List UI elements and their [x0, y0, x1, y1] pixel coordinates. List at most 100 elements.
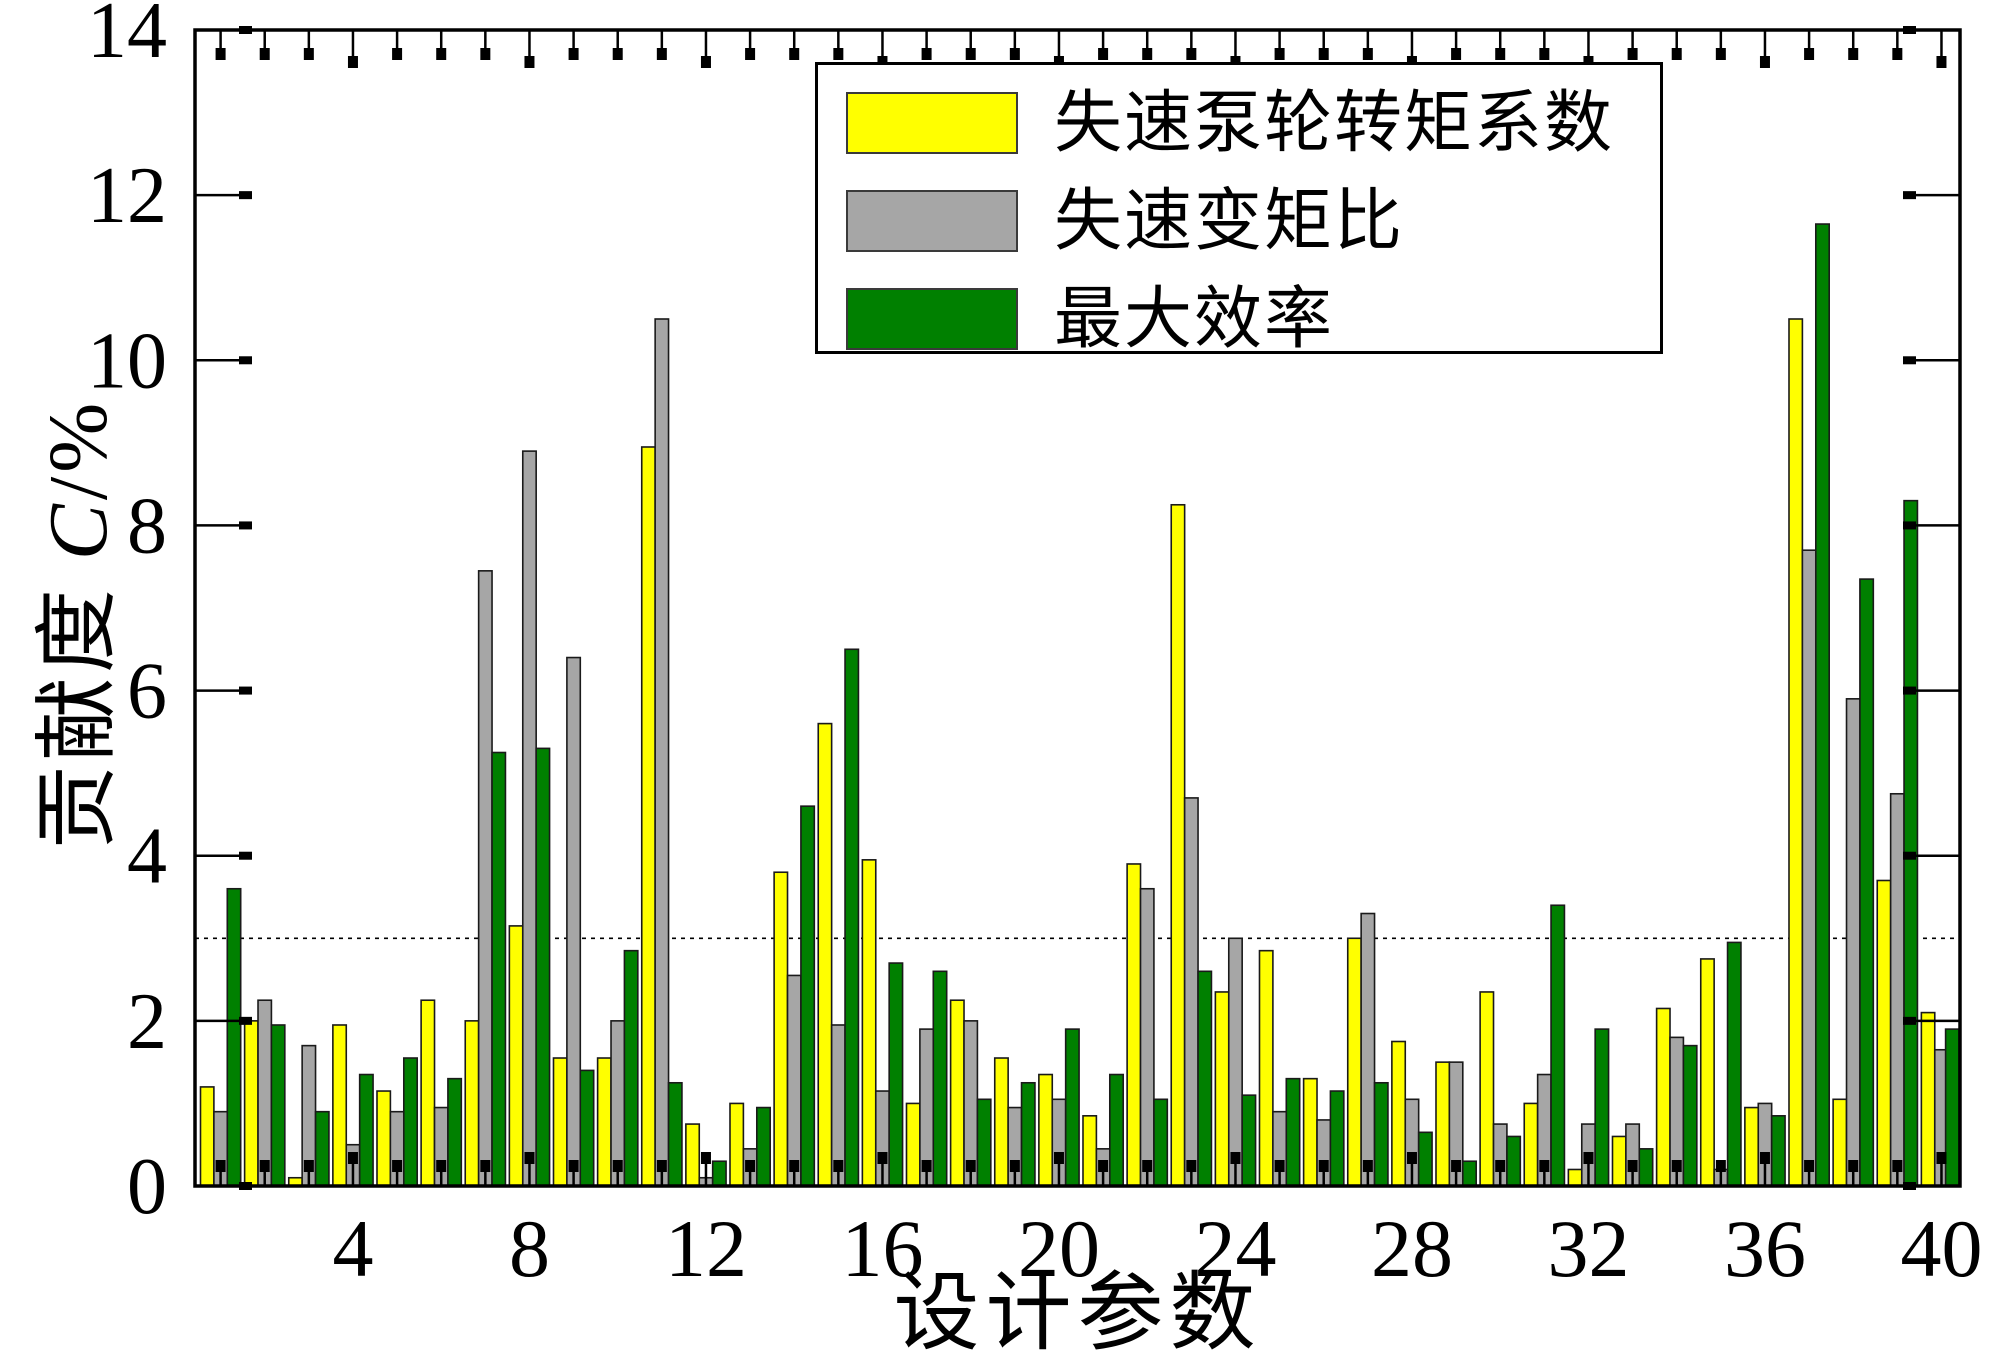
tick-marker: [1009, 1160, 1020, 1172]
bar-series1-x11: [640, 446, 656, 1187]
y-tick-label-6: 6: [127, 648, 167, 736]
bar-series1-x17: [905, 1102, 921, 1187]
bar-series1-x2: [243, 1020, 259, 1187]
bar-series2-x2: [257, 999, 273, 1187]
bar-series2-x23: [1183, 797, 1199, 1187]
y-axis-label: 贡献度 C/%: [10, 314, 125, 934]
bar-series1-x38: [1832, 1098, 1848, 1187]
bar-series2-x27: [1360, 912, 1376, 1187]
bar-series3-x36: [1770, 1115, 1786, 1187]
y-tick-label-14: 14: [87, 0, 167, 75]
bar-series3-x10: [623, 949, 639, 1187]
x-tick-label-12: 12: [665, 1203, 747, 1294]
tick-marker: [965, 1160, 976, 1172]
tick-marker: [524, 56, 535, 68]
legend-box: 失速泵轮转矩系数 失速变矩比 最大效率: [815, 62, 1663, 354]
bar-series1-x4: [332, 1024, 348, 1187]
tick-marker: [1142, 48, 1153, 60]
bar-series1-x37: [1788, 318, 1804, 1187]
bar-series1-x14: [773, 871, 789, 1187]
tick-marker: [1539, 48, 1550, 60]
tick-marker: [1848, 48, 1859, 60]
bar-series3-x11: [667, 1081, 683, 1187]
tick-marker: [239, 686, 252, 695]
bar-series1-x24: [1214, 991, 1230, 1187]
bar-series1-x39: [1876, 879, 1892, 1187]
tick-marker: [1903, 851, 1916, 860]
bar-series1-x22: [1126, 863, 1142, 1187]
y-axis-label-text: 贡献度: [32, 560, 125, 850]
bar-series3-x1: [226, 887, 242, 1187]
bar-series2-x37: [1801, 549, 1817, 1187]
x-tick-label-8: 8: [509, 1203, 550, 1294]
tick-marker: [921, 1160, 932, 1172]
bar-series1-x6: [420, 999, 436, 1187]
bar-series1-x25: [1258, 949, 1274, 1187]
tick-marker: [568, 48, 579, 60]
bar-series3-x6: [447, 1077, 463, 1187]
bar-series2-x14: [786, 974, 802, 1187]
legend-item-stall-pump-torque-coefficient: 失速泵轮转矩系数: [846, 85, 1615, 161]
bar-series2-x39: [1889, 792, 1905, 1187]
bar-series3-x17: [932, 970, 948, 1187]
tick-marker: [965, 48, 976, 60]
bar-series3-x13: [755, 1106, 771, 1187]
bar-series3-x32: [1594, 1028, 1610, 1187]
bar-series1-x35: [1699, 958, 1715, 1187]
tick-marker: [1936, 1152, 1947, 1164]
tick-marker: [1495, 48, 1506, 60]
tick-marker: [1318, 48, 1329, 60]
tick-marker: [1098, 48, 1109, 60]
x-tick-label-24: 24: [1194, 1203, 1276, 1294]
bar-series3-x21: [1108, 1073, 1124, 1187]
legend-item-stall-torque-ratio: 失速变矩比: [846, 183, 1405, 259]
tick-marker: [1892, 1160, 1903, 1172]
tick-marker: [1715, 48, 1726, 60]
tick-marker: [1848, 1160, 1859, 1172]
tick-marker: [1274, 48, 1285, 60]
legend-label: 失速泵轮转矩系数: [1054, 85, 1615, 161]
bar-series3-x31: [1550, 904, 1566, 1187]
bar-series1-x15: [817, 722, 833, 1187]
bar-series2-x11: [654, 318, 670, 1187]
bar-series1-x32: [1567, 1168, 1583, 1187]
tick-marker: [1230, 1152, 1241, 1164]
tick-marker: [303, 48, 314, 60]
x-tick-label-28: 28: [1371, 1203, 1453, 1294]
bar-series3-x25: [1285, 1077, 1301, 1187]
bar-series1-x31: [1523, 1102, 1539, 1187]
bar-series3-x4: [358, 1073, 374, 1187]
y-tick-label-2: 2: [127, 978, 167, 1066]
tick-marker: [239, 851, 252, 860]
bar-series3-x29: [1461, 1160, 1477, 1187]
tick-marker: [1715, 1160, 1726, 1172]
bar-series1-x10: [596, 1057, 612, 1187]
bar-series1-x28: [1391, 1040, 1407, 1187]
tick-marker: [700, 1152, 711, 1164]
legend-label: 失速变矩比: [1054, 183, 1405, 259]
bar-series3-x33: [1638, 1148, 1654, 1187]
tick-marker: [745, 1160, 756, 1172]
bar-series1-x19: [993, 1057, 1009, 1187]
bar-series1-x13: [729, 1102, 745, 1187]
legend-label: 最大效率: [1054, 281, 1335, 357]
y-axis-label-variable: C: [32, 500, 125, 561]
bar-series3-x37: [1814, 223, 1830, 1187]
tick-marker: [568, 1160, 579, 1172]
y-tick-label-4: 4: [127, 813, 167, 901]
bar-series2-x9: [566, 656, 582, 1187]
tick-marker: [215, 1160, 226, 1172]
tick-marker: [1627, 48, 1638, 60]
tick-marker: [833, 1160, 844, 1172]
bar-series1-x40: [1920, 1011, 1936, 1187]
tick-marker: [1186, 48, 1197, 60]
bar-series1-x12: [685, 1123, 701, 1187]
bar-series1-x20: [1038, 1073, 1054, 1187]
tick-marker: [480, 1160, 491, 1172]
bar-series3-x8: [535, 747, 551, 1187]
bar-series3-x39: [1903, 499, 1919, 1187]
bar-series3-x23: [1197, 970, 1213, 1187]
tick-marker: [1495, 1160, 1506, 1172]
tick-marker: [1274, 1160, 1285, 1172]
